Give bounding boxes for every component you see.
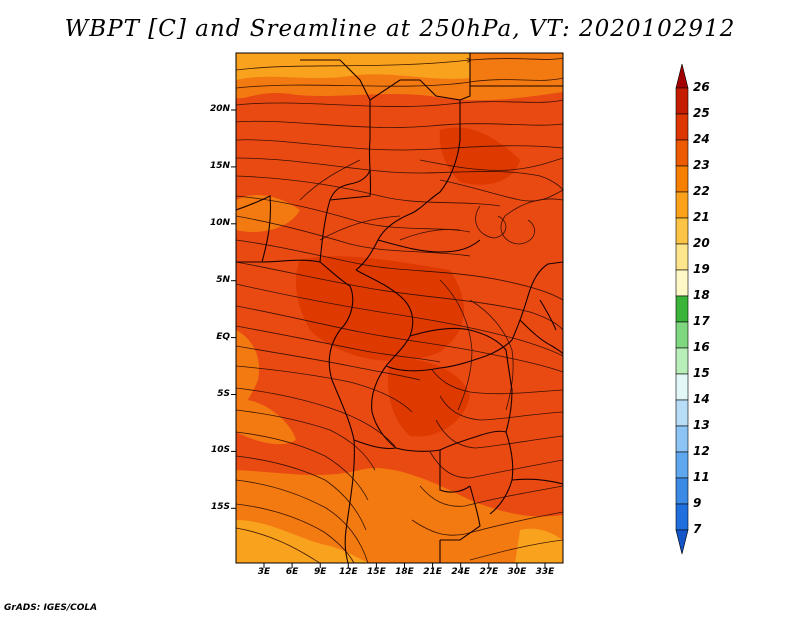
streamlines (236, 58, 563, 563)
colorbar-swatch (675, 87, 689, 115)
colorbar-label: 11 (693, 470, 710, 484)
colorbar-label: 16 (693, 340, 710, 354)
colorbar-label: 13 (693, 418, 710, 432)
lon-label: 21E (423, 567, 442, 577)
colorbar-swatch (675, 113, 689, 141)
lat-label: 5S (217, 388, 230, 399)
lon-label: 15E (367, 567, 386, 577)
colorbar-swatch (675, 217, 689, 245)
lat-label: 10N (209, 217, 230, 228)
colorbar-swatch (675, 425, 689, 453)
colorbar-label: 18 (693, 288, 710, 302)
lat-label: 20N (209, 104, 230, 114)
colorbar-swatch (675, 321, 689, 349)
lat-label: 15S (210, 502, 230, 513)
colorbar-label: 23 (693, 158, 710, 172)
colorbar-bottom-arrow (675, 529, 689, 555)
colorbar-swatch (675, 451, 689, 479)
colorbar-label: 17 (693, 314, 710, 328)
lon-label: 3E (257, 567, 271, 577)
wbpt-field (236, 53, 563, 563)
lat-label: EQ (216, 331, 230, 342)
colorbar-swatch (675, 477, 689, 505)
colorbar-swatch (675, 191, 689, 219)
colorbar-swatch (675, 399, 689, 427)
country-borders (236, 53, 563, 563)
lon-label: 33E (535, 567, 555, 577)
lon-label: 12E (338, 567, 358, 577)
lon-label: 24E (451, 567, 471, 577)
lon-label: 9E (313, 567, 327, 577)
lat-label: 10S (210, 445, 230, 456)
colorbar-swatch (675, 373, 689, 401)
lon-label: 30E (507, 567, 527, 577)
colorbar-label: 15 (693, 366, 710, 380)
map-frame (235, 52, 564, 564)
colorbar-label: 19 (693, 262, 710, 276)
colorbar-swatch (675, 347, 689, 375)
colorbar-label: 26 (693, 80, 710, 94)
colorbar-label: 7 (693, 522, 702, 536)
colorbar-swatch (675, 139, 689, 167)
colorbar-label: 22 (693, 184, 710, 198)
axis-ticks (231, 109, 546, 568)
colorbar (675, 63, 689, 555)
colorbar-swatch (675, 295, 689, 323)
credit-text: GrADS: IGES/COLA (4, 603, 98, 613)
lat-label: 5N (216, 274, 230, 285)
colorbar-label: 9 (693, 496, 702, 510)
colorbar-label: 20 (693, 236, 710, 250)
colorbar-swatch (675, 503, 689, 531)
colorbar-label: 12 (693, 444, 710, 458)
colorbar-top-arrow (675, 63, 689, 89)
colorbar-swatch (675, 269, 689, 297)
colorbar-label: 24 (693, 132, 710, 146)
lon-label: 6E (285, 567, 299, 577)
colorbar-label: 25 (693, 106, 710, 120)
lon-label: 18E (395, 567, 414, 577)
chart-title: WBPT [C] and Sreamline at 250hPa, VT: 20… (64, 16, 736, 42)
colorbar-label: 14 (693, 392, 710, 406)
lat-label: 15N (209, 160, 230, 171)
lon-label: 27E (479, 567, 499, 577)
colorbar-swatch (675, 165, 689, 193)
colorbar-label: 21 (693, 210, 710, 224)
colorbar-swatch (675, 243, 689, 271)
